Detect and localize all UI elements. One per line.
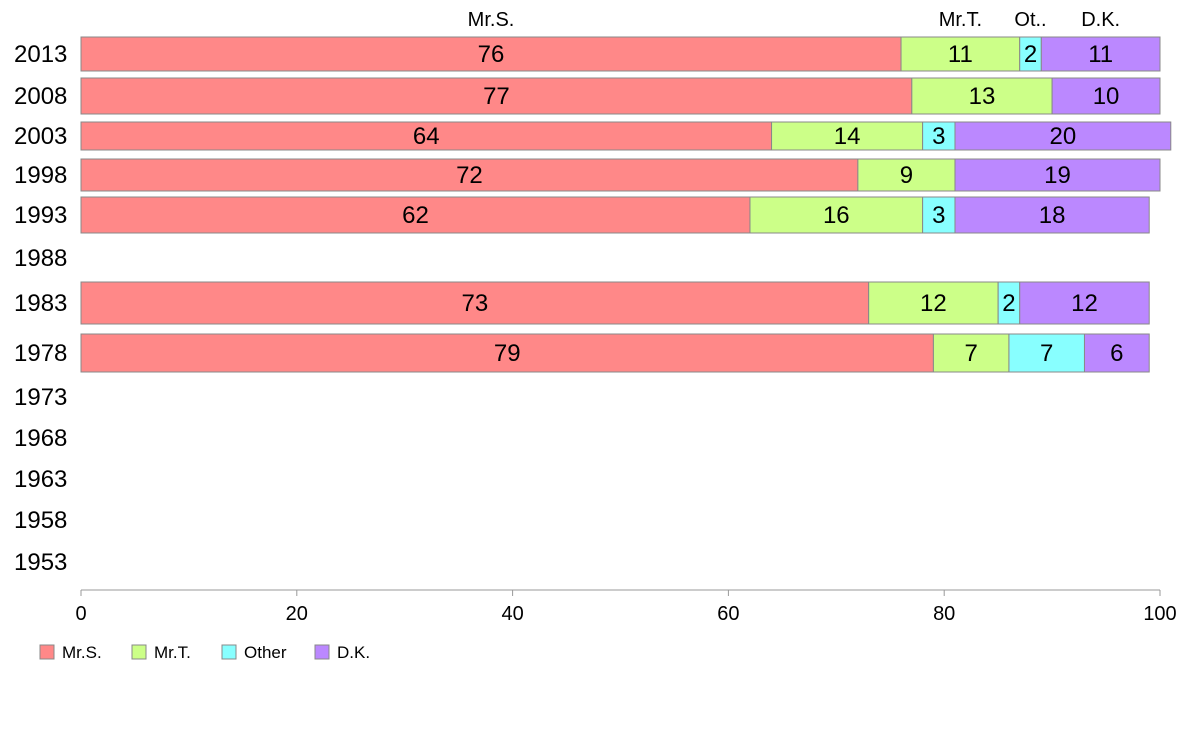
bar-segment: [80, 333, 934, 373]
x-tick-label: 100: [1143, 603, 1176, 625]
bar-segment: [749, 196, 924, 234]
y-tick-label: 1978: [14, 340, 67, 367]
data-label: 16: [823, 202, 850, 229]
x-tick-label: 60: [717, 603, 739, 625]
bar-segment: [954, 158, 1161, 192]
bar-segment: [1019, 281, 1150, 325]
y-tick-label: 2013: [14, 41, 67, 68]
data-label: 3: [932, 123, 945, 150]
bar-segment: [922, 121, 956, 151]
bar-segment: [954, 196, 1150, 234]
data-label: 2: [1002, 290, 1015, 317]
data-label: 10: [1093, 83, 1120, 110]
y-tick-label: 1958: [14, 507, 67, 534]
bar-segment: [80, 36, 902, 72]
series-top-label: D.K.: [1081, 9, 1120, 31]
data-label: 73: [461, 290, 488, 317]
y-tick-label: 1988: [14, 245, 67, 272]
data-label: 11: [1088, 41, 1113, 68]
legend-label: Other: [244, 643, 287, 662]
legend-label: D.K.: [337, 643, 370, 662]
y-tick-label: 1953: [14, 549, 67, 576]
bar-segment: [857, 158, 956, 192]
data-label: 14: [834, 123, 861, 150]
y-tick-label: 2003: [14, 123, 67, 150]
legend-swatch: [131, 644, 147, 660]
data-label: 2: [1024, 41, 1037, 68]
bar-segment: [1040, 36, 1161, 72]
legend-label: Mr.T.: [154, 643, 191, 662]
bar-segment: [771, 121, 924, 151]
data-label: 9: [900, 162, 913, 189]
y-tick-label: 1968: [14, 425, 67, 452]
data-label: 72: [456, 162, 483, 189]
data-label: 7: [964, 340, 977, 367]
data-label: 12: [1071, 290, 1098, 317]
data-label: 7: [1040, 340, 1053, 367]
bar-segment: [954, 121, 1172, 151]
y-tick-label: 1963: [14, 466, 67, 493]
bar-segment: [80, 77, 913, 115]
data-label: 13: [969, 83, 996, 110]
data-label: 64: [413, 123, 440, 150]
x-tick-label: 20: [286, 603, 308, 625]
series-top-label: Mr.S.: [468, 9, 515, 31]
bar-segment: [1083, 333, 1150, 373]
data-label: 11: [948, 41, 973, 68]
y-tick-label: 2008: [14, 83, 67, 110]
legend-swatch: [314, 644, 330, 660]
x-tick-label: 80: [933, 603, 955, 625]
y-tick-label: 1983: [14, 290, 67, 317]
bar-segment: [1051, 77, 1161, 115]
bar-segment: [80, 196, 751, 234]
data-label: 79: [494, 340, 521, 367]
bar-segment: [80, 158, 859, 192]
legend-swatch: [39, 644, 55, 660]
bar-segment: [868, 281, 999, 325]
bar-segment: [80, 281, 870, 325]
data-label: 18: [1039, 202, 1066, 229]
legend-label: Mr.S.: [62, 643, 102, 662]
y-tick-label: 1998: [14, 162, 67, 189]
x-tick-label: 40: [501, 603, 523, 625]
bar-segment: [922, 196, 956, 234]
data-label: 19: [1044, 162, 1071, 189]
legend-swatch: [221, 644, 237, 660]
data-label: 3: [932, 202, 945, 229]
series-top-label: Mr.T.: [939, 9, 982, 31]
y-tick-label: 1993: [14, 202, 67, 229]
data-label: 12: [920, 290, 947, 317]
x-tick-label: 0: [75, 603, 86, 625]
bar-segment: [911, 77, 1053, 115]
data-label: 20: [1050, 123, 1077, 150]
bar-segment: [1008, 333, 1085, 373]
data-label: 76: [478, 41, 505, 68]
y-tick-label: 1973: [14, 384, 67, 411]
data-label: 77: [483, 83, 510, 110]
data-label: 6: [1110, 340, 1123, 367]
series-top-label: Ot..: [1014, 9, 1046, 31]
data-label: 62: [402, 202, 429, 229]
bar-segment: [900, 36, 1021, 72]
